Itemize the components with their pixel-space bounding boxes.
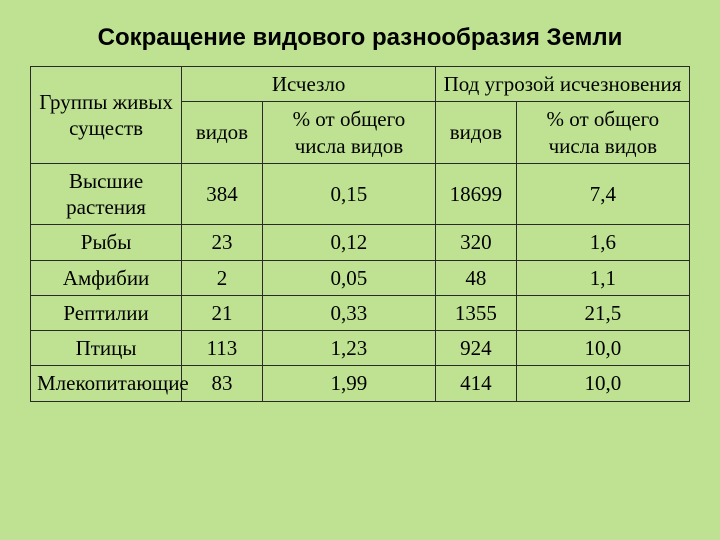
cell-ext-p: 1,23 bbox=[262, 331, 435, 366]
cell-thr-n: 1355 bbox=[436, 295, 517, 330]
cell-group: Амфибии bbox=[31, 260, 182, 295]
cell-thr-p: 7,4 bbox=[516, 163, 689, 225]
cell-thr-n: 18699 bbox=[436, 163, 517, 225]
table-row: Рыбы 23 0,12 320 1,6 bbox=[31, 225, 690, 260]
cell-ext-n: 83 bbox=[182, 366, 263, 401]
page-title: Сокращение видового разнообразия Земли bbox=[30, 24, 690, 52]
table-row: Птицы 113 1,23 924 10,0 bbox=[31, 331, 690, 366]
cell-ext-p: 1,99 bbox=[262, 366, 435, 401]
header-extinct: Исчезло bbox=[182, 67, 436, 102]
cell-group: Птицы bbox=[31, 331, 182, 366]
cell-ext-n: 23 bbox=[182, 225, 263, 260]
header-threatened-species: видов bbox=[436, 102, 517, 164]
cell-group: Млекопитающие bbox=[31, 366, 182, 401]
cell-thr-p: 10,0 bbox=[516, 331, 689, 366]
table-row: Высшие растения 384 0,15 18699 7,4 bbox=[31, 163, 690, 225]
header-threatened: Под угрозой исчезновения bbox=[436, 67, 690, 102]
cell-thr-p: 21,5 bbox=[516, 295, 689, 330]
cell-ext-n: 21 bbox=[182, 295, 263, 330]
cell-thr-p: 10,0 bbox=[516, 366, 689, 401]
cell-thr-n: 320 bbox=[436, 225, 517, 260]
cell-thr-p: 1,1 bbox=[516, 260, 689, 295]
cell-ext-p: 0,33 bbox=[262, 295, 435, 330]
cell-ext-p: 0,15 bbox=[262, 163, 435, 225]
table-row: Рептилии 21 0,33 1355 21,5 bbox=[31, 295, 690, 330]
table-row: Амфибии 2 0,05 48 1,1 bbox=[31, 260, 690, 295]
cell-thr-p: 1,6 bbox=[516, 225, 689, 260]
cell-thr-n: 48 bbox=[436, 260, 517, 295]
cell-thr-n: 414 bbox=[436, 366, 517, 401]
table-row: Млекопитающие 83 1,99 414 10,0 bbox=[31, 366, 690, 401]
biodiversity-table: Группы живых существ Исчезло Под угрозой… bbox=[30, 66, 690, 402]
header-extinct-percent: % от общего числа видов bbox=[262, 102, 435, 164]
cell-ext-n: 384 bbox=[182, 163, 263, 225]
header-groups: Группы живых существ bbox=[31, 67, 182, 164]
cell-group: Рыбы bbox=[31, 225, 182, 260]
cell-group: Высшие растения bbox=[31, 163, 182, 225]
header-extinct-species: видов bbox=[182, 102, 263, 164]
cell-ext-n: 113 bbox=[182, 331, 263, 366]
header-threatened-percent: % от общего числа видов bbox=[516, 102, 689, 164]
cell-ext-p: 0,12 bbox=[262, 225, 435, 260]
cell-thr-n: 924 bbox=[436, 331, 517, 366]
table-header-row-1: Группы живых существ Исчезло Под угрозой… bbox=[31, 67, 690, 102]
cell-ext-p: 0,05 bbox=[262, 260, 435, 295]
cell-group: Рептилии bbox=[31, 295, 182, 330]
slide-page: Сокращение видового разнообразия Земли Г… bbox=[0, 0, 720, 540]
cell-ext-n: 2 bbox=[182, 260, 263, 295]
